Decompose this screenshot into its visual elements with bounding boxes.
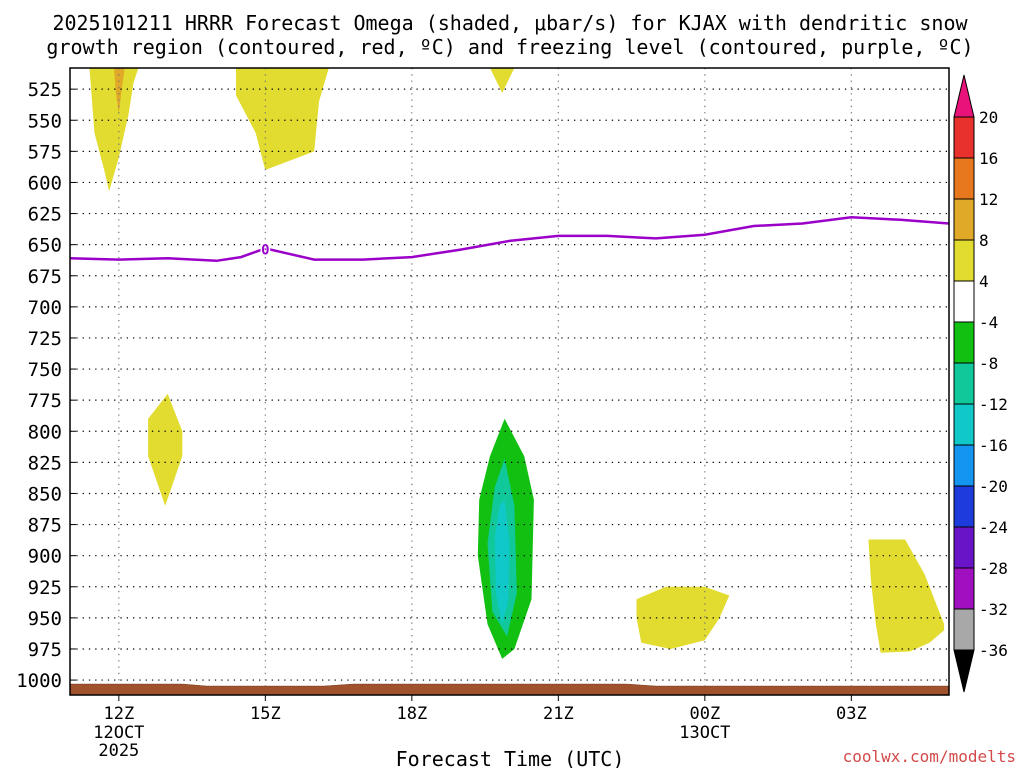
y-tick-label-625: 625	[28, 204, 62, 226]
colorbar-bin-4	[953, 239, 975, 282]
colorbar-label--12: -12	[979, 395, 1008, 414]
colorbar-label-20: 20	[979, 108, 998, 127]
y-tick-label-800: 800	[28, 421, 62, 443]
colorbar-bottom-arrow	[953, 649, 975, 693]
y-tick-label-675: 675	[28, 266, 62, 288]
upward-motion-2	[236, 68, 329, 170]
colorbar-label--16: -16	[979, 436, 1008, 455]
colorbar-label--8: -8	[979, 354, 998, 373]
colorbar-bin-9	[953, 444, 975, 487]
upward-motion-1-core	[114, 68, 125, 114]
x-axis-label: Forecast Time (UTC)	[396, 747, 625, 768]
x-tick-label-18Z: 18Z	[396, 704, 427, 724]
colorbar-bin-8	[953, 403, 975, 446]
upward-motion-4	[148, 393, 183, 506]
colorbar-bin-7	[953, 362, 975, 405]
x-tick-label-00Z: 00Z	[689, 704, 720, 724]
colorbar-label-8: 8	[979, 231, 989, 250]
colorbar-top-arrow	[953, 74, 975, 118]
colorbar-label--4: -4	[979, 313, 998, 332]
y-tick-label-875: 875	[28, 515, 62, 537]
colorbar-bin-12	[953, 567, 975, 610]
y-tick-label-925: 925	[28, 577, 62, 599]
colorbar-bin-1	[953, 116, 975, 159]
y-tick-label-900: 900	[28, 546, 62, 568]
surface-band	[69, 683, 950, 696]
y-tick-label-725: 725	[28, 328, 62, 350]
chart-title-line-2: growth region (contoured, red, ºC) and f…	[46, 35, 973, 59]
upward-motion-1	[89, 68, 139, 192]
y-tick-label-575: 575	[28, 141, 62, 163]
colorbar-bin-5	[953, 280, 975, 323]
colorbar-label-12: 12	[979, 190, 998, 209]
y-tick-label-600: 600	[28, 172, 62, 194]
x-tick-label-21Z: 21Z	[543, 704, 574, 724]
upward-motion-5	[636, 586, 730, 649]
colorbar-label-4: 4	[979, 272, 989, 291]
x-tick-label-03Z: 03Z	[836, 704, 867, 724]
colorbar-bin-3	[953, 198, 975, 241]
x-tick-label-15Z: 15Z	[250, 704, 281, 724]
plot-area-border	[69, 67, 950, 696]
colorbar-bin-10	[953, 485, 975, 528]
x-tick-sublabel-13OCT: 13OCT	[679, 723, 730, 743]
upward-motion-3	[490, 68, 515, 93]
freezing-level-label: 0	[261, 242, 269, 258]
y-tick-label-950: 950	[28, 608, 62, 630]
colorbar-label--28: -28	[979, 559, 1008, 578]
colorbar-bin-13	[953, 608, 975, 651]
x-tick-sublabel-12OCT: 12OCT	[93, 723, 144, 743]
watermark: coolwx.com/modelts	[843, 747, 1016, 766]
y-tick-label-850: 850	[28, 483, 62, 505]
y-tick-label-825: 825	[28, 452, 62, 474]
y-tick-label-775: 775	[28, 390, 62, 412]
x-tick-label-12Z: 12Z	[103, 704, 134, 724]
upward-motion-6	[868, 539, 945, 653]
colorbar-label--20: -20	[979, 477, 1008, 496]
chart-title-line-1: 2025101211 HRRR Forecast Omega (shaded, …	[52, 11, 968, 35]
x-tick-sublabel-2025: 2025	[98, 741, 139, 761]
colorbar-bin-11	[953, 526, 975, 569]
freezing-level-line	[69, 216, 950, 263]
colorbar-label--24: -24	[979, 518, 1008, 537]
colorbar-bin-2	[953, 157, 975, 200]
y-tick-label-975: 975	[28, 639, 62, 661]
y-tick-label-650: 650	[28, 235, 62, 257]
y-tick-label-525: 525	[28, 79, 62, 101]
y-tick-label-550: 550	[28, 110, 62, 132]
colorbar-label--36: -36	[979, 641, 1008, 660]
downward-motion-core	[494, 499, 510, 625]
colorbar-label-16: 16	[979, 149, 998, 168]
y-tick-label-750: 750	[28, 359, 62, 381]
y-tick-label-700: 700	[28, 297, 62, 319]
colorbar-label--32: -32	[979, 600, 1008, 619]
colorbar-bin-6	[953, 321, 975, 364]
y-tick-label-1000: 1000	[16, 670, 62, 692]
